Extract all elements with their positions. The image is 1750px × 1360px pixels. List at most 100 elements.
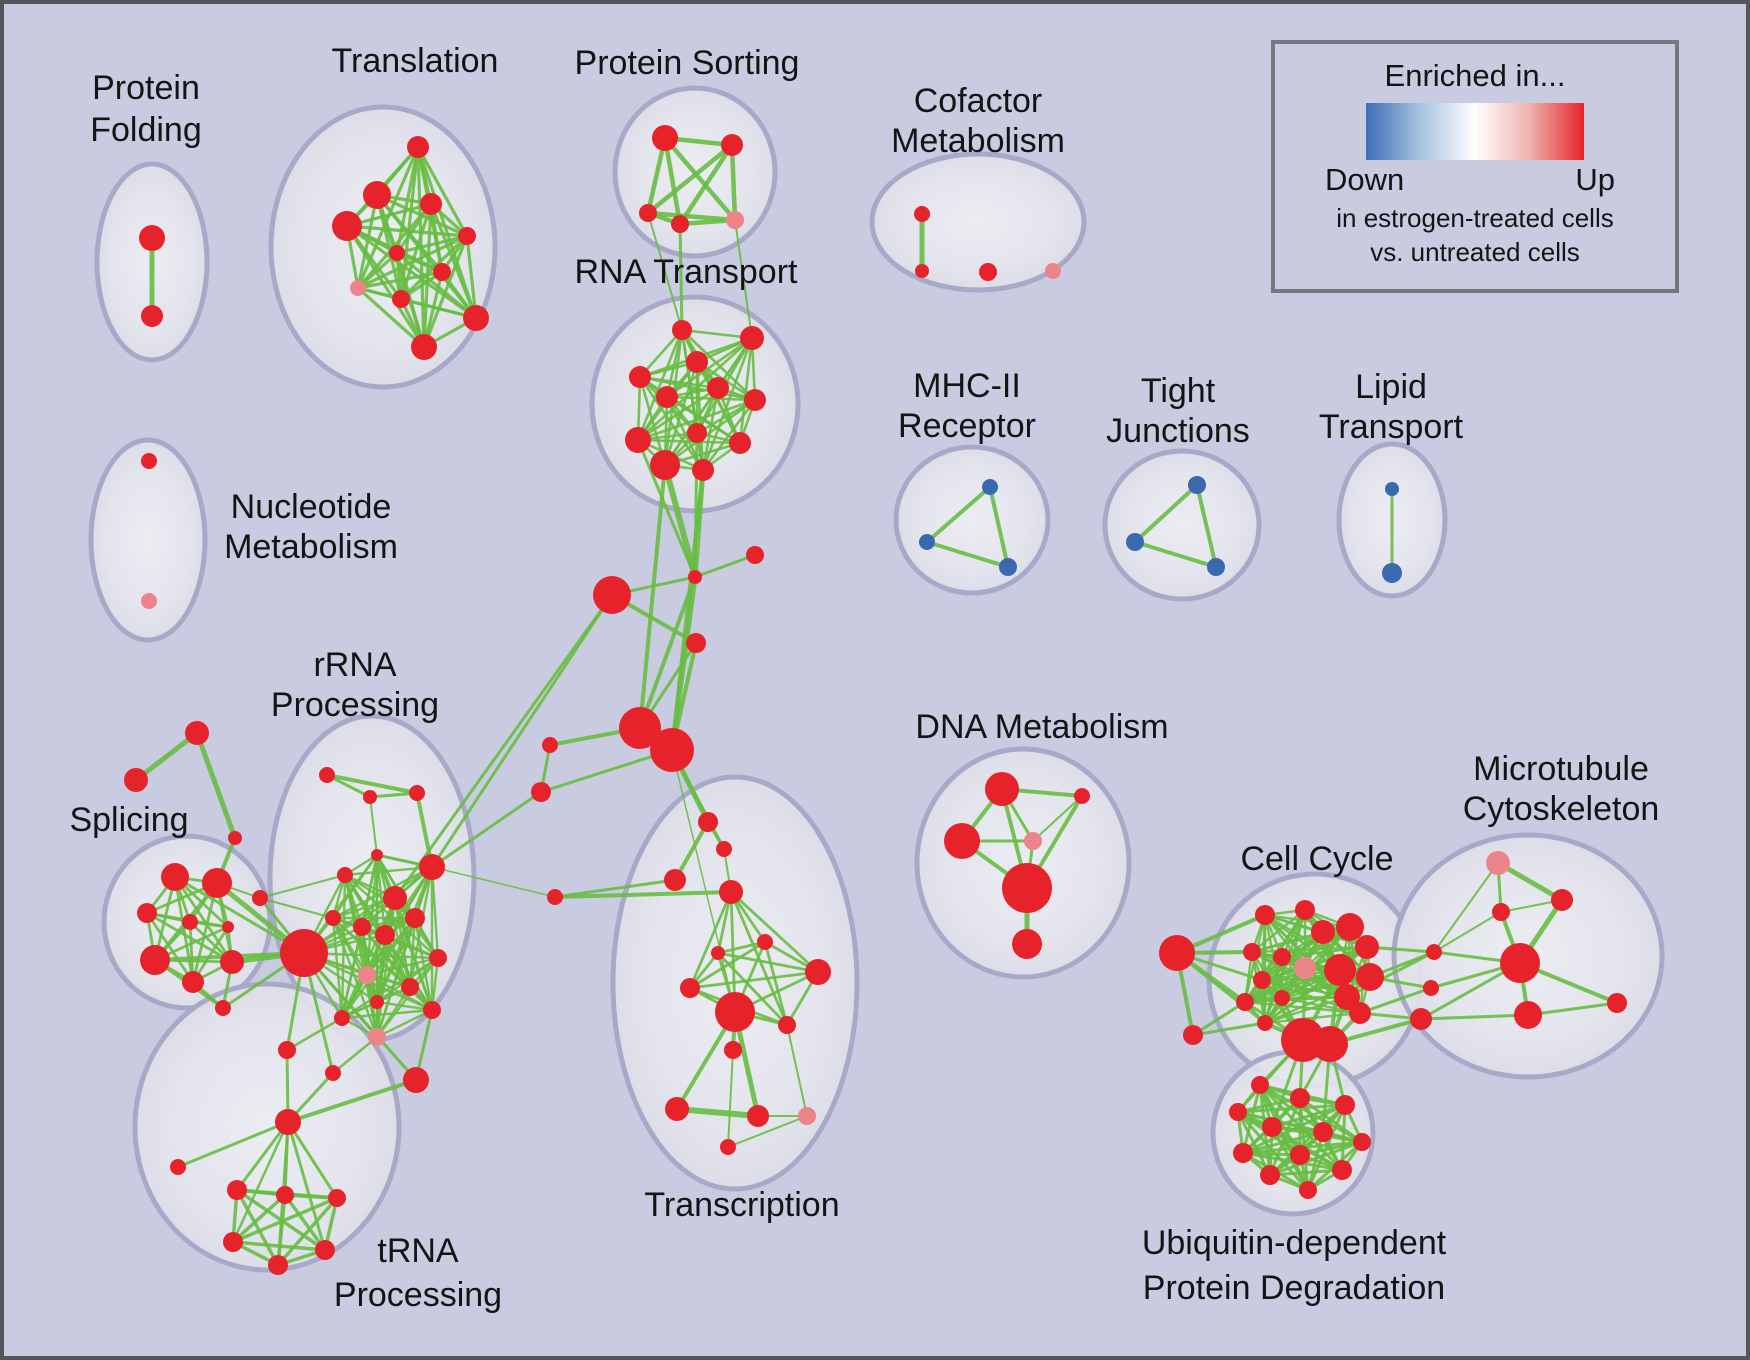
- network-edge[interactable]: [1433, 911, 1502, 953]
- network-node[interactable]: [985, 772, 1019, 806]
- network-node[interactable]: [1324, 954, 1356, 986]
- network-node[interactable]: [1002, 863, 1052, 913]
- network-node[interactable]: [353, 918, 371, 936]
- network-node[interactable]: [1229, 1103, 1247, 1121]
- network-node[interactable]: [944, 823, 980, 859]
- network-node[interactable]: [692, 459, 714, 481]
- network-node[interactable]: [220, 950, 244, 974]
- network-edge[interactable]: [259, 897, 334, 919]
- network-edge[interactable]: [701, 398, 757, 472]
- network-node[interactable]: [680, 978, 700, 998]
- network-edge[interactable]: [729, 890, 820, 974]
- network-node[interactable]: [463, 305, 489, 331]
- network-edge[interactable]: [1250, 945, 1369, 954]
- network-node[interactable]: [371, 849, 383, 861]
- network-node[interactable]: [686, 351, 708, 373]
- network-node[interactable]: [650, 728, 694, 772]
- network-node[interactable]: [141, 593, 157, 609]
- network-edge[interactable]: [176, 1120, 290, 1169]
- network-node[interactable]: [729, 432, 751, 454]
- network-node[interactable]: [170, 1159, 186, 1175]
- network-node[interactable]: [686, 633, 706, 653]
- network-edge[interactable]: [395, 251, 478, 320]
- network-node[interactable]: [401, 978, 419, 996]
- network-node[interactable]: [542, 737, 558, 753]
- network-node[interactable]: [744, 389, 766, 411]
- network-node[interactable]: [1024, 832, 1042, 850]
- network-edge[interactable]: [1433, 862, 1499, 953]
- network-node[interactable]: [1294, 957, 1316, 979]
- network-edge[interactable]: [345, 224, 469, 238]
- network-edge[interactable]: [701, 336, 754, 472]
- network-node[interactable]: [368, 1028, 386, 1046]
- network-node[interactable]: [1126, 533, 1144, 551]
- network-edge[interactable]: [1191, 1000, 1247, 1037]
- network-node[interactable]: [639, 204, 657, 222]
- network-edge[interactable]: [173, 875, 234, 964]
- network-node[interactable]: [363, 790, 377, 804]
- network-node[interactable]: [720, 1139, 736, 1155]
- network-node[interactable]: [411, 334, 437, 360]
- network-edge[interactable]: [636, 438, 742, 445]
- network-node[interactable]: [1486, 851, 1510, 875]
- network-node[interactable]: [747, 1105, 769, 1127]
- network-edge[interactable]: [286, 1120, 327, 1252]
- network-edge[interactable]: [734, 219, 753, 339]
- network-edge[interactable]: [638, 575, 697, 730]
- network-node[interactable]: [711, 946, 725, 960]
- network-node[interactable]: [778, 1016, 796, 1034]
- network-edge[interactable]: [276, 1196, 339, 1267]
- network-edge[interactable]: [688, 940, 767, 990]
- network-node[interactable]: [363, 181, 391, 209]
- network-node[interactable]: [319, 767, 335, 783]
- network-edge[interactable]: [638, 375, 705, 472]
- network-edge[interactable]: [701, 386, 720, 472]
- network-node[interactable]: [1262, 1117, 1282, 1137]
- network-node[interactable]: [1551, 889, 1573, 911]
- network-edge[interactable]: [1419, 1013, 1530, 1021]
- network-node[interactable]: [1233, 1143, 1253, 1163]
- network-edge[interactable]: [1032, 795, 1083, 842]
- network-edge[interactable]: [430, 593, 614, 869]
- network-node[interactable]: [740, 326, 764, 350]
- network-node[interactable]: [1074, 788, 1090, 804]
- network-edge[interactable]: [1270, 1103, 1347, 1129]
- network-node[interactable]: [325, 1065, 341, 1081]
- network-edge[interactable]: [925, 540, 1010, 569]
- network-node[interactable]: [228, 831, 242, 845]
- network-node[interactable]: [687, 423, 707, 443]
- network-node[interactable]: [358, 966, 376, 984]
- network-node[interactable]: [707, 377, 729, 399]
- network-edge[interactable]: [375, 1008, 434, 1039]
- network-edge[interactable]: [729, 890, 737, 1014]
- network-edge[interactable]: [1306, 1103, 1347, 1192]
- network-edge[interactable]: [356, 286, 426, 349]
- network-node[interactable]: [1500, 943, 1540, 983]
- network-node[interactable]: [278, 1041, 296, 1059]
- network-node[interactable]: [222, 921, 234, 933]
- network-node[interactable]: [1349, 1002, 1371, 1024]
- network-edge[interactable]: [302, 951, 418, 1082]
- network-node[interactable]: [629, 366, 651, 388]
- network-edge[interactable]: [1241, 1130, 1325, 1155]
- network-edge[interactable]: [988, 485, 1010, 569]
- network-node[interactable]: [1188, 476, 1206, 494]
- network-edge[interactable]: [727, 1115, 808, 1148]
- network-node[interactable]: [137, 903, 157, 923]
- network-node[interactable]: [141, 453, 157, 469]
- network-node[interactable]: [1313, 1122, 1333, 1142]
- network-edge[interactable]: [1133, 540, 1218, 569]
- network-edge[interactable]: [340, 1008, 434, 1020]
- network-edge[interactable]: [786, 1024, 808, 1117]
- network-node[interactable]: [202, 868, 232, 898]
- network-edge[interactable]: [383, 933, 434, 1012]
- network-node[interactable]: [350, 280, 366, 296]
- network-edge[interactable]: [677, 217, 738, 227]
- network-node[interactable]: [724, 1041, 742, 1059]
- network-node[interactable]: [1253, 971, 1271, 989]
- network-node[interactable]: [337, 867, 353, 883]
- network-node[interactable]: [182, 971, 204, 993]
- network-node[interactable]: [223, 1232, 243, 1252]
- network-node[interactable]: [403, 1067, 429, 1093]
- network-node[interactable]: [433, 263, 451, 281]
